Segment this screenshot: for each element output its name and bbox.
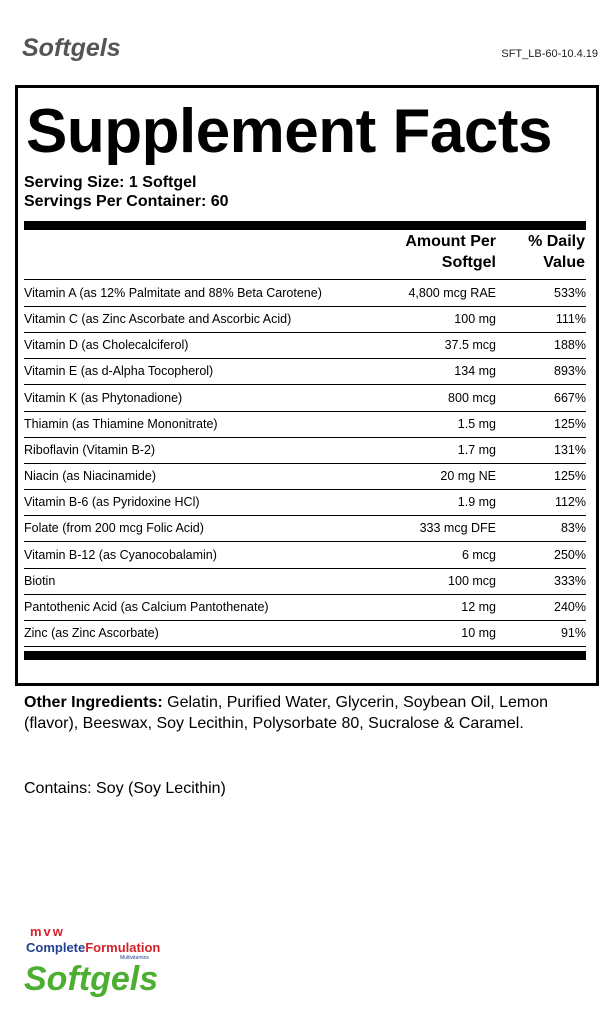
divider: [24, 651, 586, 660]
servings-per-container: Servings Per Container: 60: [24, 193, 229, 210]
daily-value: 112%: [554, 495, 586, 510]
daily-value: 250%: [554, 547, 586, 562]
serving-size: Serving Size: 1 Softgel: [24, 174, 197, 191]
column-header: % Daily Value: [528, 233, 585, 271]
nutrient-row: Vitamin E (as d-Alpha Tocopherol) 134 mg 8…: [24, 358, 586, 386]
daily-value: 83%: [560, 521, 586, 536]
daily-value: 125%: [554, 416, 586, 431]
nutrient-name: Vitamin B-6 (as Pyridoxine HCl): [24, 495, 200, 510]
allergen-statement: Contains: Soy (Soy Lecithin): [24, 780, 226, 797]
daily-value: 893%: [554, 364, 586, 379]
daily-value: 240%: [554, 599, 586, 614]
nutrient-name: Folate (from 200 mcg Folic Acid): [24, 521, 204, 536]
divider: [24, 279, 586, 280]
header-title: Softgels: [22, 34, 121, 62]
nutrient-row: Riboflavin (Vitamin B-2) 1.7 mg 131%: [24, 437, 586, 464]
nutrient-amount: 333 mcg DFE: [419, 521, 496, 536]
nutrient-amount: 20 mg NE: [440, 469, 496, 484]
nutrient-row: Vitamin K (as Phytonadione) 800 mcg 667%: [24, 385, 586, 412]
logo-sub: Multivitamins: [120, 955, 149, 961]
logo-name: CompleteFormulation: [26, 940, 160, 955]
column-header: Amount Per Softgel: [405, 233, 496, 271]
nutrient-name: Vitamin B-12 (as Cyanocobalamin): [24, 547, 217, 562]
nutrient-name: Vitamin A (as 12% Palmitate and 88% Beta…: [24, 286, 322, 300]
nutrient-row: Folate (from 200 mcg Folic Acid) 333 mcg …: [24, 515, 586, 543]
nutrient-amount: 800 mcg: [448, 390, 496, 405]
nutrient-row: Vitamin D (as Cholecalciferol) 37.5 mcg 18…: [24, 332, 586, 360]
nutrient-name: Zinc (as Zinc Ascorbate): [24, 625, 159, 640]
nutrient-row: Vitamin B-12 (as Cyanocobalamin) 6 mcg 250…: [24, 542, 586, 569]
nutrient-row: Niacin (as Niacinamide) 20 mg NE 125%: [24, 463, 586, 491]
other-ingredients-text: Gelatin, Purified Water, Glycerin, Soybe…: [24, 694, 549, 732]
nutrient-amount: 4,800 mcg RAE: [408, 286, 496, 300]
facts-title: Supplement Facts: [26, 97, 553, 166]
daily-value: 125%: [554, 469, 586, 484]
nutrient-amount: 6 mcg: [461, 547, 496, 562]
divider: [24, 221, 586, 230]
other-ingredients: Other Ingredients: Gelatin, Purified Wat…: [24, 692, 594, 734]
nutrient-amount: 100 mg: [454, 312, 496, 327]
daily-value: 188%: [554, 338, 586, 353]
nutrient-amount: 10 mg: [461, 625, 496, 640]
logo-brand: mvw: [30, 924, 65, 939]
nutrient-name: Pantothenic Acid (as Calcium Pantothenat…: [24, 599, 269, 614]
nutrient-name: Vitamin D (as Cholecalciferol): [24, 338, 189, 353]
nutrient-row: Thiamin (as Thiamine Mononitrate) 1.5 mg 1…: [24, 411, 586, 438]
nutrient-name: Thiamin (as Thiamine Mononitrate): [24, 416, 218, 431]
nutrient-row: Pantothenic Acid (as Calcium Pantothenat…: [24, 594, 586, 621]
nutrient-amount: 12 mg: [461, 599, 496, 614]
daily-value: 333%: [554, 573, 586, 588]
nutrient-name: Biotin: [24, 573, 56, 588]
daily-value: 131%: [554, 442, 586, 457]
nutrient-row: Vitamin A (as 12% Palmitate and 88% Beta…: [24, 280, 586, 307]
nutrient-row: Vitamin B-6 (as Pyridoxine HCl) 1.9 mg 112…: [24, 489, 586, 517]
logo-product: Softgels: [24, 960, 159, 998]
nutrient-amount: 1.9 mg: [457, 495, 496, 510]
logo-name-1: Complete: [26, 940, 86, 955]
nutrient-name: Riboflavin (Vitamin B-2): [24, 442, 156, 457]
nutrient-name: Vitamin E (as d-Alpha Tocopherol): [24, 364, 214, 379]
nutrient-amount: 37.5 mcg: [444, 338, 496, 353]
other-ingredients-label: Other Ingredients:: [24, 694, 163, 711]
daily-value: 533%: [554, 286, 586, 300]
nutrient-amount: 100 mcg: [448, 573, 496, 588]
nutrient-amount: 1.5 mg: [457, 416, 496, 431]
nutrient-amount: 134 mg: [454, 364, 496, 379]
nutrient-name: Vitamin C (as Zinc Ascorbate and Ascorbi…: [24, 312, 292, 327]
nutrient-row: Biotin 100 mcg 333%: [24, 568, 586, 595]
nutrient-row: Zinc (as Zinc Ascorbate) 10 mg 91%: [24, 620, 586, 647]
nutrient-name: Vitamin K (as Phytonadione): [24, 390, 183, 405]
facts-panel: [15, 85, 599, 686]
logo-name-2: Formulation: [85, 940, 161, 955]
nutrient-row: Vitamin C (as Zinc Ascorbate and Ascorbi…: [24, 306, 586, 334]
daily-value: 91%: [560, 625, 586, 640]
daily-value: 111%: [555, 312, 586, 327]
daily-value: 667%: [554, 390, 586, 405]
nutrient-name: Niacin (as Niacinamide): [24, 469, 156, 484]
nutrient-amount: 1.7 mg: [457, 442, 496, 457]
label-code: SFT_LB-60-10.4.19: [501, 48, 598, 60]
